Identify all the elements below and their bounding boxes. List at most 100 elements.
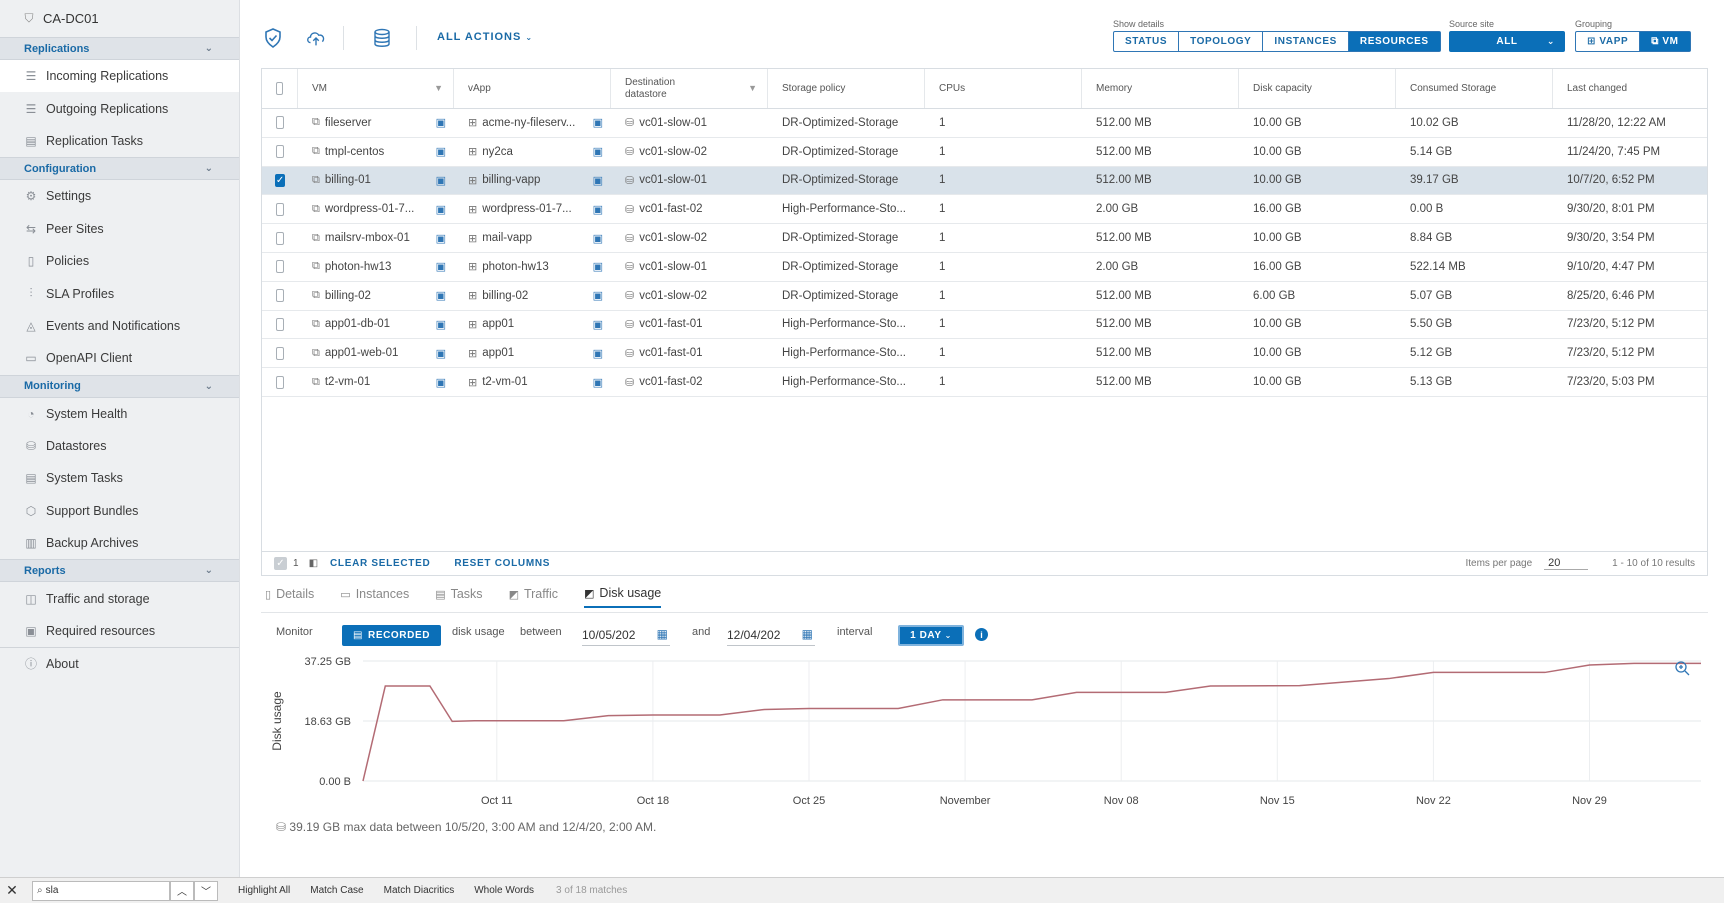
sidebar-item-incoming-replications[interactable]: ☰ Incoming Replications [0,60,239,93]
sidebar-item-system-health[interactable]: ◔ System Health [0,398,239,430]
sidebar-item-settings[interactable]: ⚙ Settings [0,180,239,212]
row-checkbox[interactable] [276,375,284,389]
cell-select[interactable] [262,195,298,223]
row-checkbox[interactable] [276,317,284,331]
column-header-disk-capacity[interactable]: Disk capacity [1239,69,1396,108]
whole-words-option[interactable]: Whole Words [474,885,535,896]
cell-select[interactable] [262,109,298,137]
table-row[interactable]: ⧉ photon-hw13 ▣ ⊞ photon-hw13 ▣ ⛁ vc01-slow-01 D… [262,253,1707,282]
table-row[interactable]: ✓ ⧉ billing-01 ▣ ⊞ billing-vapp ▣ ⛁ vc01-slow-01… [262,166,1707,196]
table-row[interactable]: ⧉ app01-db-01 ▣ ⊞ app01 ▣ ⛁ vc01-fast-01 High-Pe… [262,311,1707,340]
sidebar-item-policies[interactable]: ▯ Policies [0,245,239,277]
show-details-resources[interactable]: RESOURCES [1348,32,1440,51]
column-header-memory[interactable]: Memory [1082,69,1239,108]
tab-tasks[interactable]: ▤ Tasks [435,586,482,608]
interval-dropdown[interactable]: 1 DAY ⌄ [898,625,964,646]
cell-select[interactable] [262,253,298,281]
sidebar-item-required-resources[interactable]: ▣ Required resources [0,615,239,647]
cell-select[interactable] [262,311,298,339]
clipboard-icon[interactable]: ▣ [592,203,603,216]
cell-select[interactable] [262,368,298,396]
cell-select[interactable]: ✓ [262,167,298,195]
all-actions-dropdown[interactable]: ALL ACTIONS ⌄ [437,31,533,43]
clipboard-icon[interactable]: ▣ [435,376,446,389]
clipboard-icon[interactable]: ▣ [592,347,603,360]
section-monitoring[interactable]: Monitoring ⌄ [0,374,239,398]
clipboard-icon[interactable]: ▣ [592,117,603,130]
column-header-last-changed[interactable]: Last changed [1553,69,1707,108]
select-all-checkbox[interactable] [276,82,283,95]
row-checkbox[interactable] [276,202,284,216]
site-header[interactable]: ⛉ CA-DC01 [0,0,239,37]
clipboard-icon[interactable]: ▣ [435,146,446,159]
clipboard-icon[interactable]: ▣ [435,290,446,303]
show-details-instances[interactable]: INSTANCES [1263,32,1349,51]
sidebar-item-openapi-client[interactable]: ▭ OpenAPI Client [0,342,239,374]
table-row[interactable]: ⧉ t2-vm-01 ▣ ⊞ t2-vm-01 ▣ ⛁ vc01-fast-02 High-Pe… [262,368,1707,397]
column-header-vapp[interactable]: vApp [454,69,611,108]
sidebar-item-traffic-storage[interactable]: ◫ Traffic and storage [0,582,239,614]
clipboard-icon[interactable]: ▣ [435,174,446,187]
row-checkbox[interactable] [276,145,284,159]
grouping-vm[interactable]: ⧉ VM [1640,32,1690,51]
database-icon[interactable] [371,27,393,49]
cell-select[interactable] [262,339,298,367]
find-next-button[interactable]: ﹀ [194,880,218,901]
table-row[interactable]: ⧉ billing-02 ▣ ⊞ billing-02 ▣ ⛁ vc01-slow-02 DR-… [262,282,1707,311]
clipboard-icon[interactable]: ▣ [435,232,446,245]
tab-details[interactable]: ▯ Details [265,586,314,608]
info-icon[interactable]: i [975,628,988,641]
column-header-cpus[interactable]: CPUs [925,69,1082,108]
cell-select[interactable] [262,138,298,166]
show-details-topology[interactable]: TOPOLOGY [1179,32,1264,51]
clipboard-icon[interactable]: ▣ [592,261,603,274]
clipboard-icon[interactable]: ▣ [592,376,603,389]
clipboard-icon[interactable]: ▣ [435,261,446,274]
match-case-option[interactable]: Match Case [310,885,364,896]
items-per-page-select[interactable]: 20 [1544,557,1589,570]
clipboard-icon[interactable]: ▣ [592,318,603,331]
find-input[interactable]: ⌕ sla [32,880,170,901]
column-header-datastore[interactable]: Destination datastore ▼ [611,69,768,108]
table-row[interactable]: ⧉ app01-web-01 ▣ ⊞ app01 ▣ ⛁ vc01-fast-01 High-P… [262,339,1707,369]
tab-instances[interactable]: ▭ Instances [340,586,409,608]
row-checkbox[interactable] [276,116,284,130]
clipboard-icon[interactable]: ▣ [435,203,446,216]
zoom-in-icon[interactable] [1675,661,1690,676]
clipboard-icon[interactable]: ▣ [435,117,446,130]
highlight-all-option[interactable]: Highlight All [238,885,291,896]
sidebar-item-about[interactable]: ⓘ About [0,647,239,679]
sidebar-item-outgoing-replications[interactable]: ☰ Outgoing Replications [0,92,239,124]
date-to-input[interactable]: 12/04/202 ▦ [727,627,815,646]
sidebar-item-support-bundles[interactable]: ⬡ Support Bundles [0,495,239,527]
sidebar-item-replication-tasks[interactable]: ▤ Replication Tasks [0,125,239,157]
recorded-toggle[interactable]: ▤ RECORDED [342,625,441,646]
sidebar-item-peer-sites[interactable]: ⇆ Peer Sites [0,213,239,245]
tab-disk-usage[interactable]: ◩ Disk usage [584,586,662,608]
column-header-consumed-storage[interactable]: Consumed Storage [1396,69,1553,108]
clear-selected-button[interactable]: CLEAR SELECTED [330,558,431,569]
cell-select[interactable] [262,224,298,252]
section-configuration[interactable]: Configuration ⌄ [0,157,239,181]
date-from-input[interactable]: 10/05/202 ▦ [582,627,670,646]
column-header-storage-policy[interactable]: Storage policy [768,69,925,108]
cell-select[interactable] [262,282,298,310]
shield-check-icon[interactable] [262,27,284,49]
clipboard-icon[interactable]: ▣ [592,232,603,245]
row-checkbox[interactable] [276,346,284,360]
column-toggle-icon[interactable]: ◧ [308,558,319,569]
table-row[interactable]: ⧉ wordpress-01-7... ▣ ⊞ wordpress-01-7... ▣ ⛁ v… [262,195,1707,225]
table-row[interactable]: ⧉ tmpl-centos ▣ ⊞ ny2ca ▣ ⛁ vc01-slow-02 DR-Opti… [262,138,1707,167]
filter-icon[interactable]: ▼ [434,83,443,93]
column-header-vm[interactable]: VM ▼ [298,69,454,108]
row-checkbox[interactable] [276,260,284,274]
clipboard-icon[interactable]: ▣ [435,347,446,360]
row-checkbox[interactable] [276,231,284,245]
grouping-vapp[interactable]: ⊞ VAPP [1576,32,1641,51]
header-select-all[interactable] [262,69,298,108]
sidebar-item-backup-archives[interactable]: ▥ Backup Archives [0,527,239,559]
row-checkbox[interactable]: ✓ [274,173,286,187]
clipboard-icon[interactable]: ▣ [592,174,603,187]
section-reports[interactable]: Reports ⌄ [0,559,239,583]
sidebar-item-sla-profiles[interactable]: ⫶ SLA Profiles [0,277,239,309]
